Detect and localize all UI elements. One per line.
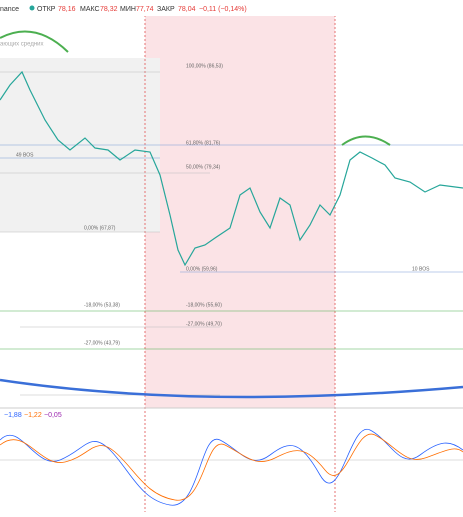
moving-average xyxy=(0,378,463,399)
open-label: ОТКР xyxy=(37,6,56,13)
price xyxy=(0,70,463,267)
macd-line xyxy=(0,428,463,506)
low-label: МИН xyxy=(120,6,136,13)
arc xyxy=(341,135,391,146)
level-label: -27,00% (49,70) xyxy=(186,321,222,327)
low: 77,74 xyxy=(136,6,154,13)
indicator-value: −1,22 xyxy=(24,412,42,419)
high: 78,32 xyxy=(100,6,118,13)
signal-line xyxy=(0,433,463,501)
level-label: -18,00% (53,38) xyxy=(84,302,120,308)
status-dot xyxy=(29,5,35,11)
symbol: nance xyxy=(0,6,19,13)
bos-label: 49 BOS xyxy=(16,152,34,158)
session-highlight xyxy=(145,15,335,408)
bos-label: 10 BOS xyxy=(412,266,430,272)
indicator-value: −0,05 xyxy=(44,412,62,419)
high-label: МАКС xyxy=(80,6,100,13)
level-label: 100,00% (86,53) xyxy=(186,63,223,69)
header-bar xyxy=(0,0,463,16)
close: 78,04 xyxy=(178,6,196,13)
close-label: ЗАКР xyxy=(157,6,175,13)
indicator-value: −1,88 xyxy=(4,412,22,419)
arc xyxy=(0,30,69,53)
level-label: 61,80% (81,76) xyxy=(186,140,221,146)
overlay-note: ающих средних xyxy=(0,42,44,48)
level-label: -27,00% (43,79) xyxy=(84,340,120,346)
change: −0,11 (−0,14%) xyxy=(199,6,247,13)
open: 78,16 xyxy=(58,6,76,13)
level-label: -18,00% (55,60) xyxy=(186,302,222,308)
level-label: 0,00% (67,87) xyxy=(84,225,116,231)
level-label: 0,00% (59,96) xyxy=(186,266,218,272)
level-label: 50,00% (79,34) xyxy=(186,164,221,170)
